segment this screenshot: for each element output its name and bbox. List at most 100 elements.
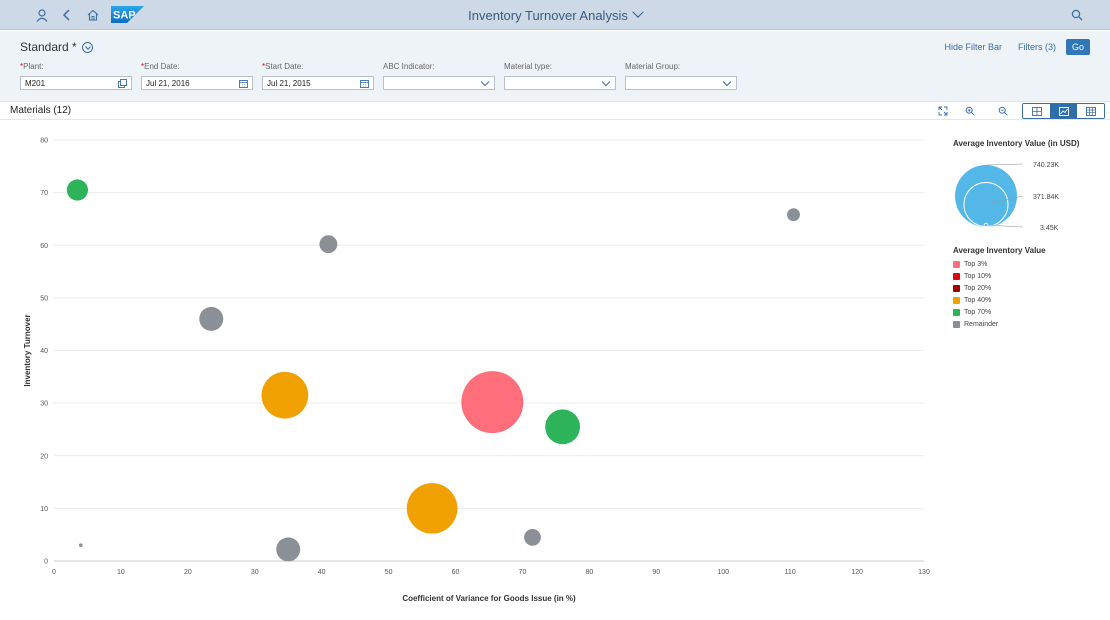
x-tick-label: 60 — [452, 569, 460, 576]
view-switcher — [1022, 103, 1105, 119]
bubble-series — [66, 179, 800, 562]
chevron-down-icon[interactable] — [722, 77, 732, 87]
chevron-down-icon[interactable] — [480, 77, 490, 87]
user-icon[interactable] — [33, 6, 51, 24]
x-tick-label: 130 — [918, 569, 930, 576]
chart-legend: Average Inventory Value (in USD) 740.23K… — [953, 139, 1108, 330]
color-legend-label: Top 70% — [964, 308, 992, 316]
color-legend-item[interactable]: Top 10% — [953, 270, 1108, 282]
material-group-select[interactable] — [625, 76, 737, 90]
size-legend-leader — [985, 163, 1024, 166]
bubble-point[interactable] — [461, 371, 524, 434]
home-icon[interactable] — [84, 6, 102, 24]
bubble-point[interactable] — [319, 235, 338, 254]
color-legend: Top 3% Top 10% Top 20% Top 40% Top 70% Remain… — [953, 258, 1108, 330]
start-date-input[interactable]: Jul 21, 2015 — [262, 76, 374, 90]
size-legend-min-label: 3.45K — [1040, 225, 1059, 232]
bubble-point[interactable] — [787, 208, 800, 222]
variant-selector[interactable]: Standard * — [20, 40, 93, 54]
color-legend-item[interactable]: Top 3% — [953, 258, 1108, 270]
chart-table-view-icon[interactable] — [1023, 104, 1050, 118]
back-icon[interactable] — [58, 6, 76, 24]
fullscreen-icon[interactable] — [936, 104, 950, 118]
color-legend-swatch — [953, 272, 960, 280]
x-axis-ticks: 0 10 20 30 40 50 60 70 80 90 100 110 120 130 — [52, 569, 930, 576]
end-date-input[interactable]: Jul 21, 2016 — [141, 76, 253, 90]
abc-indicator-label: ABC Indicator: — [383, 62, 435, 71]
y-tick-label: 50 — [40, 295, 48, 302]
y-tick-label: 70 — [40, 190, 48, 197]
y-axis-ticks: 0 10 20 30 40 50 60 70 80 — [40, 138, 48, 566]
filters-button[interactable]: Filters (3) — [1017, 42, 1056, 52]
color-legend-item[interactable]: Top 40% — [953, 294, 1108, 306]
color-legend-label: Top 10% — [964, 272, 992, 280]
y-axis-label: Inventory Turnover — [23, 314, 32, 386]
value-help-icon[interactable] — [118, 79, 127, 88]
material-type-select[interactable] — [504, 76, 616, 90]
calendar-icon[interactable] — [239, 79, 248, 88]
hide-filter-bar-button[interactable]: Hide Filter Bar — [944, 42, 1002, 52]
app-title[interactable]: Inventory Turnover Analysis — [468, 7, 628, 23]
start-date-filter: *Start Date: Jul 21, 2015 — [262, 62, 374, 90]
go-button[interactable]: Go — [1065, 39, 1090, 55]
sap-logo-text: SAP — [113, 10, 136, 22]
end-date-value: Jul 21, 2016 — [146, 78, 190, 88]
size-legend-leader — [985, 224, 1024, 228]
required-marker: * — [20, 62, 24, 71]
bubble-point[interactable] — [545, 409, 581, 445]
x-tick-label: 0 — [52, 569, 56, 576]
chart-grid — [54, 139, 924, 562]
plant-filter: *Plant: M201 — [20, 62, 132, 90]
color-legend-item[interactable]: Remainder — [953, 318, 1108, 330]
color-legend-label: Top 40% — [964, 296, 992, 304]
color-legend-swatch — [953, 320, 960, 328]
bubble-point[interactable] — [276, 537, 301, 562]
color-legend-item[interactable]: Top 20% — [953, 282, 1108, 294]
chart-toolbar: Materials (12) — [0, 102, 1110, 120]
filter-bar-actions: Hide Filter Bar Filters (3) Go — [928, 39, 1090, 55]
variant-chevron-icon[interactable] — [81, 41, 93, 53]
y-tick-label: 40 — [40, 348, 48, 355]
size-legend-leader — [985, 195, 1024, 205]
color-legend-label: Top 3% — [964, 260, 988, 268]
x-tick-label: 120 — [851, 569, 863, 576]
x-tick-label: 110 — [785, 569, 796, 576]
sap-logo[interactable]: SAP — [111, 6, 144, 23]
x-tick-label: 50 — [385, 569, 393, 576]
bubble-point[interactable] — [524, 528, 541, 546]
x-tick-label: 100 — [717, 569, 729, 576]
table-view-icon[interactable] — [1077, 104, 1104, 118]
zoom-out-icon[interactable] — [996, 104, 1010, 118]
calendar-icon[interactable] — [360, 79, 369, 88]
zoom-in-icon[interactable] — [963, 104, 977, 118]
size-legend: 740.23K 371.84K 3.45K — [955, 162, 1059, 232]
material-group-filter: Material Group: — [625, 62, 737, 90]
app-title-bar: Inventory Turnover Analysis — [0, 0, 1110, 30]
chevron-down-icon[interactable] — [601, 77, 611, 87]
y-tick-label: 30 — [40, 401, 48, 408]
chevron-down-icon[interactable] — [632, 6, 644, 18]
bubble-point[interactable] — [199, 306, 224, 331]
color-legend-label: Remainder — [964, 320, 999, 328]
size-legend-mid-label: 371.84K — [1033, 194, 1059, 201]
search-icon[interactable] — [1068, 6, 1086, 24]
size-legend-max-label: 740.23K — [1033, 162, 1059, 169]
abc-indicator-select[interactable] — [383, 76, 495, 90]
required-marker: * — [262, 62, 266, 71]
start-date-value: Jul 21, 2015 — [267, 78, 311, 88]
start-date-label: Start Date: — [265, 62, 304, 71]
color-legend-swatch — [953, 296, 960, 304]
required-marker: * — [141, 62, 145, 71]
bubble-point[interactable] — [78, 543, 83, 548]
x-tick-label: 10 — [117, 569, 125, 576]
size-legend-mid-bubble — [963, 182, 1009, 227]
color-legend-item[interactable]: Top 70% — [953, 306, 1108, 318]
materials-count-title: Materials (12) — [10, 105, 72, 116]
y-tick-label: 0 — [44, 559, 48, 566]
bubble-point[interactable] — [406, 483, 458, 534]
bubble-point[interactable] — [261, 371, 309, 419]
x-tick-label: 30 — [251, 569, 259, 576]
plant-input[interactable]: M201 — [20, 76, 132, 90]
chart-view-icon[interactable] — [1050, 104, 1077, 118]
bubble-point[interactable] — [66, 179, 89, 201]
